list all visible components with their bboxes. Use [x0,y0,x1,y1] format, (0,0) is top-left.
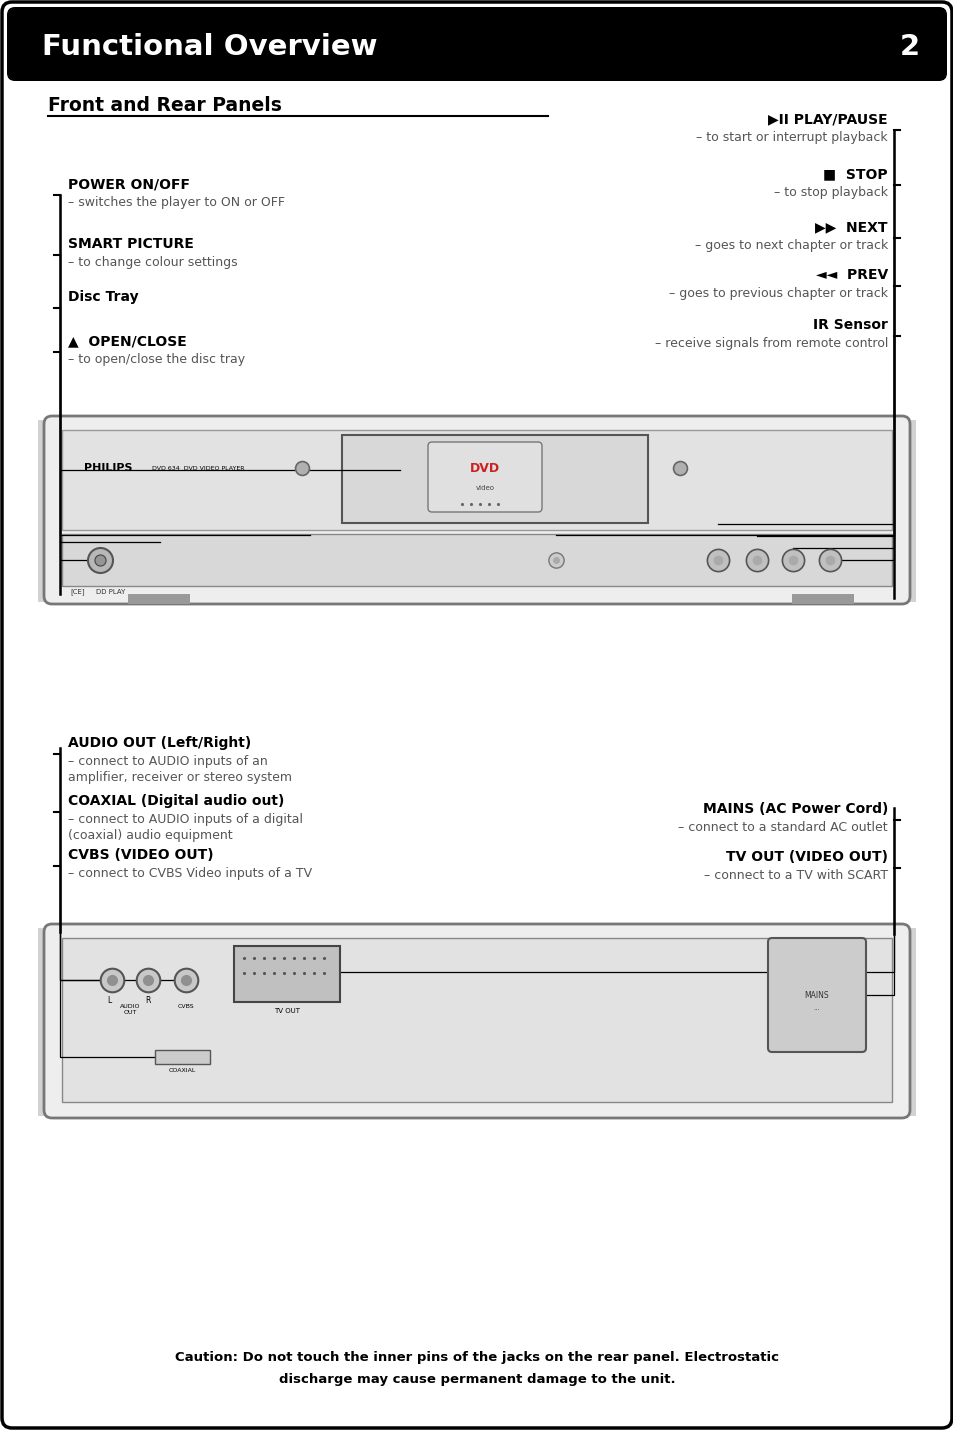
Text: amplifier, receiver or stereo system: amplifier, receiver or stereo system [68,771,292,784]
Text: ▶▶  NEXT: ▶▶ NEXT [815,220,887,235]
Text: L: L [107,997,111,1005]
Text: COAXIAL: COAXIAL [168,1068,195,1072]
Bar [128,593,190,603]
Text: – to change colour settings: – to change colour settings [68,256,237,269]
Text: PHILIPS: PHILIPS [84,463,132,473]
Text: – connect to a TV with SCART: – connect to a TV with SCART [703,869,887,882]
Text: [CE]: [CE] [70,588,85,595]
Text: (coaxial) audio equipment: (coaxial) audio equipment [68,829,233,842]
Text: CVBS (VIDEO OUT): CVBS (VIDEO OUT) [68,848,213,862]
Bar [154,1050,210,1064]
Text: ◄◄  PREV: ◄◄ PREV [815,267,887,282]
Text: Front and Rear Panels: Front and Rear Panels [48,96,281,114]
Text: ▶II PLAY/PAUSE: ▶II PLAY/PAUSE [767,112,887,126]
Text: discharge may cause permanent damage to the unit.: discharge may cause permanent damage to … [278,1373,675,1387]
Text: AUDIO OUT (Left/Right): AUDIO OUT (Left/Right) [68,736,251,749]
Text: – switches the player to ON or OFF: – switches the player to ON or OFF [68,196,285,209]
Text: ▲  OPEN/CLOSE: ▲ OPEN/CLOSE [68,335,187,347]
Text: 2: 2 [899,33,919,61]
Text: – connect to AUDIO inputs of an: – connect to AUDIO inputs of an [68,755,268,768]
Text: IR Sensor: IR Sensor [812,317,887,332]
Text: MAINS: MAINS [803,991,828,1001]
Text: DVD 634  DVD VIDEO PLAYER: DVD 634 DVD VIDEO PLAYER [152,466,244,470]
Bar [62,430,891,531]
Text: – connect to AUDIO inputs of a digital: – connect to AUDIO inputs of a digital [68,814,303,827]
Text: – connect to CVBS Video inputs of a TV: – connect to CVBS Video inputs of a TV [68,867,312,879]
Text: MAINS (AC Power Cord): MAINS (AC Power Cord) [702,802,887,817]
Text: CVBS: CVBS [177,1004,194,1010]
Bar [38,420,915,602]
Text: TV OUT: TV OUT [274,1008,299,1014]
Bar [38,928,915,1115]
Bar [233,947,339,1002]
Text: Disc Tray: Disc Tray [68,290,138,305]
Text: DVD: DVD [470,462,499,476]
Text: TV OUT (VIDEO OUT): TV OUT (VIDEO OUT) [725,849,887,864]
Text: AUDIO
OUT: AUDIO OUT [120,1004,140,1015]
Text: – to start or interrupt playback: – to start or interrupt playback [696,132,887,144]
Text: COAXIAL (Digital audio out): COAXIAL (Digital audio out) [68,794,284,808]
Text: video: video [475,485,494,490]
Bar [62,938,891,1103]
Text: R: R [145,997,151,1005]
FancyBboxPatch shape [44,416,909,603]
Text: – connect to a standard AC outlet: – connect to a standard AC outlet [678,821,887,834]
Text: – to open/close the disc tray: – to open/close the disc tray [68,353,245,366]
Text: Functional Overview: Functional Overview [42,33,377,61]
Bar [791,593,853,603]
FancyBboxPatch shape [44,924,909,1118]
Text: – to stop playback: – to stop playback [773,186,887,199]
Text: ■  STOP: ■ STOP [822,167,887,182]
Text: SMART PICTURE: SMART PICTURE [68,237,193,252]
Bar [62,533,891,586]
Text: Caution: Do not touch the inner pins of the jacks on the rear panel. Electrostat: Caution: Do not touch the inner pins of … [174,1351,779,1364]
FancyBboxPatch shape [767,938,865,1052]
FancyBboxPatch shape [7,7,946,82]
FancyBboxPatch shape [428,442,541,512]
Text: – goes to previous chapter or track: – goes to previous chapter or track [668,287,887,300]
Text: POWER ON/OFF: POWER ON/OFF [68,177,190,192]
Text: DD PLAY: DD PLAY [96,589,125,595]
Text: – receive signals from remote control: – receive signals from remote control [654,337,887,350]
Text: – goes to next chapter or track: – goes to next chapter or track [694,239,887,252]
Text: ...: ... [813,1005,820,1011]
Bar [341,435,647,523]
